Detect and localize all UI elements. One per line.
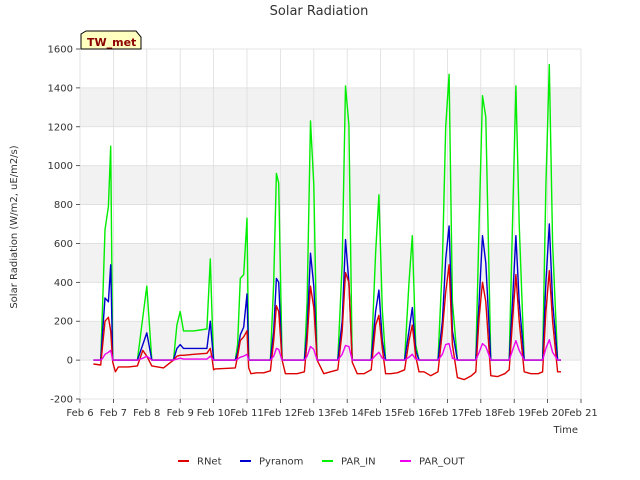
x-tick-label: Feb 10 <box>197 408 231 419</box>
x-tick-label: Feb 21 <box>564 408 598 419</box>
legend-item-par-out: PAR_OUT <box>400 457 465 468</box>
series-line-par-out <box>93 339 561 361</box>
legend-item-rnet: RNet <box>178 457 222 468</box>
y-tick-label: 200 <box>54 317 73 328</box>
x-tick-label: Feb 7 <box>100 408 127 419</box>
y-axis-title: Solar Radiation (W/m2, uE/m2/s) <box>9 145 20 308</box>
legend-label: Pyranom <box>259 457 303 468</box>
x-tick-label: Feb 16 <box>397 408 431 419</box>
x-axis-title: Time <box>553 425 578 436</box>
legend-item-pyranom: Pyranom <box>240 457 303 468</box>
x-tick-label: Feb 13 <box>297 408 331 419</box>
y-tick-label: 400 <box>54 278 73 289</box>
plot-background <box>79 48 582 400</box>
grid-band <box>80 87 581 127</box>
x-tick-label: Feb 12 <box>264 408 298 419</box>
y-tick-label: 1400 <box>48 83 73 94</box>
series-line-rnet <box>93 264 561 381</box>
grid-band <box>80 165 581 205</box>
y-tick-label: 1000 <box>48 161 73 172</box>
x-tick-label: Feb 15 <box>364 408 398 419</box>
x-tick-label: Feb 18 <box>464 408 498 419</box>
y-tick-label: 1600 <box>48 45 73 56</box>
legend: RNet Pyranom PAR_IN PAR_OUT <box>178 457 465 468</box>
legend-item-par-in: PAR_IN <box>322 457 376 468</box>
grid-band <box>80 321 581 361</box>
station-badge: TW_met <box>80 30 142 50</box>
x-axis-ticks: Feb 6 Feb 7 Feb 8 Feb 9 Feb 10 Feb 11 Feb 12 Fe… <box>66 399 598 419</box>
x-tick-label: Feb 11 <box>230 408 264 419</box>
x-tick-label: Feb 6 <box>66 408 93 419</box>
y-tick-label: 600 <box>54 239 73 250</box>
legend-label: PAR_IN <box>341 457 376 468</box>
y-tick-label: -200 <box>50 395 73 406</box>
x-tick-label: Feb 19 <box>497 408 531 419</box>
chart-title: Solar Radiation <box>270 4 369 19</box>
x-tick-label: Feb 14 <box>330 408 364 419</box>
badge-label: TW_met <box>87 36 136 49</box>
x-tick-label: Feb 8 <box>133 408 160 419</box>
legend-label: PAR_OUT <box>419 457 465 468</box>
x-tick-label: Feb 9 <box>167 408 194 419</box>
badge-shape <box>80 30 142 50</box>
y-tick-label: 800 <box>54 200 73 211</box>
y-tick-label: 0 <box>67 356 73 367</box>
x-tick-label: Feb 17 <box>431 408 465 419</box>
y-tick-label: 1200 <box>48 122 73 133</box>
legend-label: RNet <box>197 457 222 468</box>
x-tick-label: Feb 20 <box>531 408 565 419</box>
series-lines <box>93 63 561 381</box>
y-axis-ticks: -200 0 200 400 600 800 1000 1200 1400 1600 <box>48 45 80 406</box>
grid-band <box>80 243 581 283</box>
